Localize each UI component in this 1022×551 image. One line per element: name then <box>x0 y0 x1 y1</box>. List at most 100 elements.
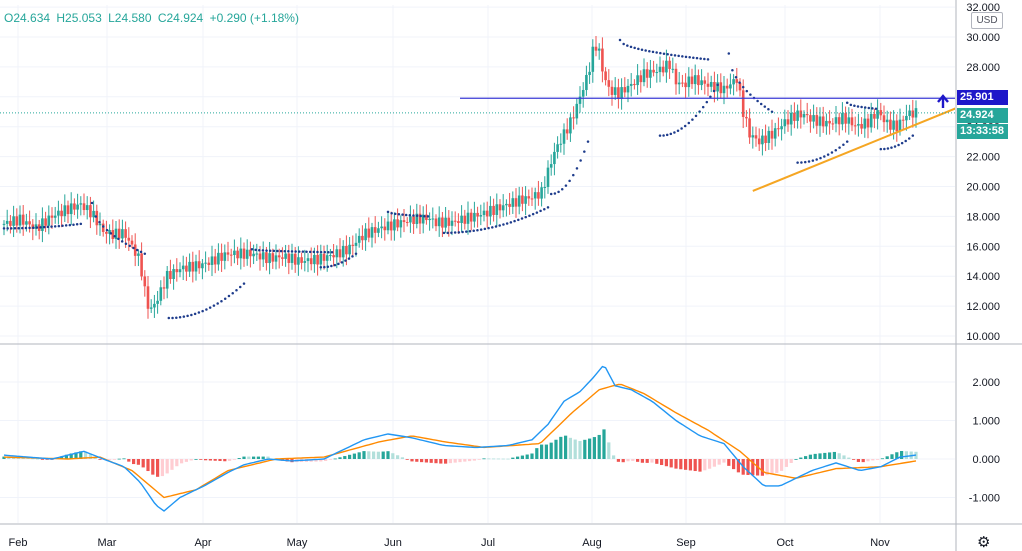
psar-dot <box>98 220 101 224</box>
candle-body <box>383 226 387 231</box>
psar-dot <box>655 51 658 54</box>
candle-body <box>322 253 326 261</box>
psar-dot <box>340 261 344 264</box>
macd-histogram-bar <box>112 459 116 460</box>
candle-body <box>252 253 255 257</box>
macd-histogram-bar <box>492 458 496 460</box>
macd-histogram-bar <box>751 459 755 476</box>
candle-body <box>181 265 185 270</box>
candle-body <box>703 80 707 84</box>
gear-icon[interactable]: ⚙ <box>977 534 991 551</box>
candle-body <box>565 129 569 134</box>
macd-histogram-bar <box>247 456 251 459</box>
psar-dot <box>676 129 680 132</box>
psar-dot <box>811 159 815 162</box>
psar-dot <box>524 215 527 219</box>
candle-body <box>735 79 739 83</box>
psar-dot <box>408 213 412 217</box>
candle-body <box>178 269 182 273</box>
signal-line <box>3 383 917 499</box>
candle-body <box>220 252 223 261</box>
macd-histogram-bar <box>727 459 731 466</box>
macd-pane <box>2 365 918 512</box>
candle-body <box>485 210 489 217</box>
psar-dot <box>543 207 546 211</box>
candle-body <box>290 253 294 263</box>
candle-body <box>642 69 646 83</box>
ohlc-legend: O24.634 H25.053 L24.580 C24.924 +0.290 (… <box>4 11 302 25</box>
macd-histogram-bar <box>252 456 256 459</box>
currency-badge[interactable]: USD <box>971 12 1003 29</box>
candle-body <box>415 213 419 224</box>
psar-dot <box>491 226 494 229</box>
macd-histogram-bar <box>664 459 668 467</box>
candle-body <box>498 204 502 211</box>
candle-body <box>453 220 457 222</box>
psar-dot <box>823 155 826 158</box>
macd-histogram-bar <box>808 454 812 459</box>
time-tick-label: Sep <box>676 537 696 549</box>
candle-body <box>821 116 825 127</box>
candle-body <box>825 120 828 127</box>
candle-body <box>197 261 201 269</box>
macd-histogram-bar <box>151 459 155 475</box>
candle-body <box>578 96 582 104</box>
macd-histogram-bar <box>861 459 865 463</box>
psar-dot <box>651 50 655 54</box>
psar-dot <box>235 288 238 292</box>
candle-body <box>799 110 803 118</box>
macd-histogram-bar <box>194 459 198 460</box>
candle-body <box>306 258 310 262</box>
psar-dot <box>113 234 116 238</box>
psar-dot <box>684 55 688 59</box>
macd-histogram-bar <box>266 456 270 459</box>
macd-histogram-bar <box>482 458 486 460</box>
candle-body <box>111 230 115 239</box>
psar-dot <box>10 227 13 230</box>
psar-dot <box>662 52 666 55</box>
candle-body <box>885 119 889 123</box>
candle-body <box>447 217 451 226</box>
psar-dot <box>305 250 308 254</box>
macd-histogram-bar <box>223 459 227 462</box>
candle-body <box>649 69 652 78</box>
macd-histogram-bar <box>607 442 611 459</box>
time-tick-label: Apr <box>194 537 211 549</box>
candle-body <box>559 143 563 145</box>
psar-dot <box>703 57 706 61</box>
candle-body <box>172 269 175 280</box>
candle-body <box>108 230 111 234</box>
psar-dot <box>394 212 397 216</box>
candle-body <box>319 253 323 265</box>
psar-dot <box>575 167 579 170</box>
psar-dot <box>24 226 28 230</box>
candle-body <box>412 216 415 224</box>
psar-dot <box>190 313 193 317</box>
macd-histogram-bar <box>40 459 44 460</box>
macd-line <box>3 365 917 512</box>
candle-body <box>770 130 774 139</box>
candle-body <box>156 300 159 304</box>
candle-body <box>492 205 495 215</box>
psar-dot <box>109 232 113 235</box>
psar-dot <box>738 81 741 84</box>
macd-histogram-bar <box>213 459 217 461</box>
candle-body <box>249 249 252 257</box>
macd-tick-label: 2.000 <box>972 377 1000 389</box>
psar-dot <box>216 302 219 305</box>
macd-histogram-bar <box>352 453 356 459</box>
candle-body <box>895 120 899 132</box>
candle-body <box>815 115 819 126</box>
macd-histogram-bar <box>794 459 798 460</box>
macd-histogram-bar <box>218 459 222 462</box>
candle-body <box>892 120 895 130</box>
macd-histogram-bar <box>496 458 500 460</box>
psar-dot <box>28 226 31 230</box>
psar-dot <box>505 222 509 225</box>
macd-histogram-bar <box>458 459 462 463</box>
psar-dot <box>673 54 677 57</box>
macd-histogram-bar <box>765 459 769 476</box>
psar-dot <box>662 134 665 137</box>
macd-histogram-bar <box>189 459 193 461</box>
